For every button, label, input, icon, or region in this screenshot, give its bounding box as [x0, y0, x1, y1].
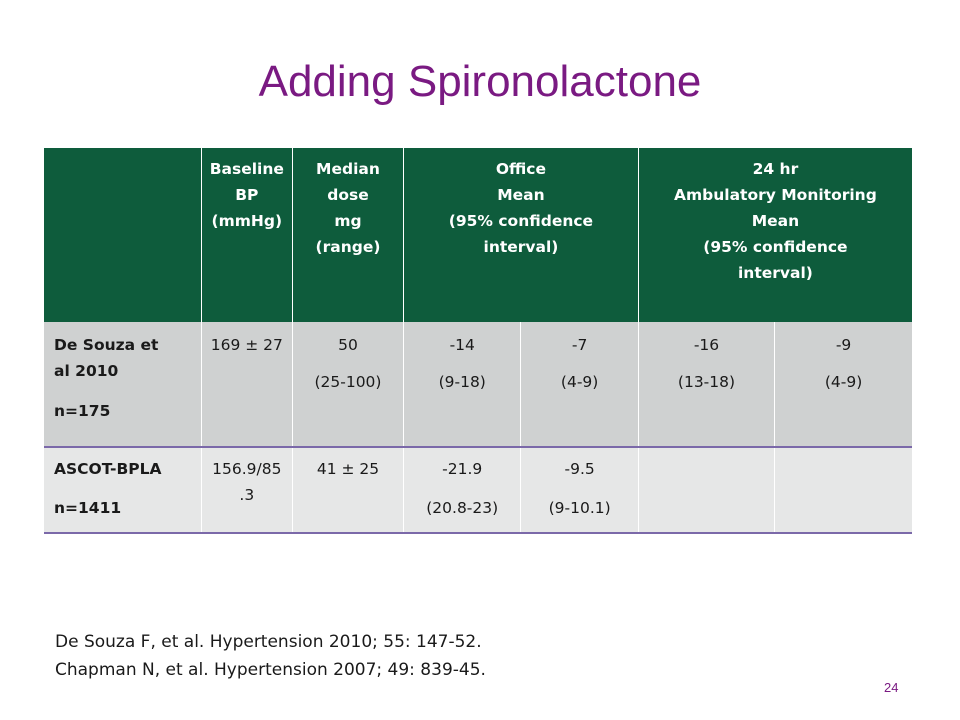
reference-item: Chapman N, et al. Hypertension 2007; 49:… — [55, 660, 486, 680]
header-office-mean: Office Mean (95% confidence interval) — [403, 148, 639, 322]
median-dose-cell: 50 (25-100) — [291, 322, 404, 448]
office-diastolic-cell: -9.5 (9-10.1) — [520, 447, 639, 534]
slide-title: Adding Spironolactone — [258, 57, 702, 106]
baseline-bp-cell: 156.9/85 .3 — [200, 447, 293, 534]
table-header-row: Baseline BP (mmHg) Median dose mg (range… — [44, 148, 912, 322]
ambulatory-systolic-cell: -16 (13-18) — [637, 322, 775, 448]
reference-item: De Souza F, et al. Hypertension 2010; 55… — [55, 632, 482, 652]
study-cell: ASCOT-BPLA n=1411 — [44, 447, 202, 534]
ambulatory-diastolic-cell — [774, 447, 912, 534]
header-study — [44, 148, 202, 322]
ambulatory-systolic-cell — [637, 447, 775, 534]
references: De Souza F, et al. Hypertension 2010; 55… — [55, 628, 486, 684]
study-cell: De Souza et al 2010 n=175 — [44, 322, 202, 448]
results-table: Baseline BP (mmHg) Median dose mg (range… — [44, 148, 912, 534]
header-median-dose: Median dose mg (range) — [291, 148, 404, 322]
header-ambulatory-mean: 24 hr Ambulatory Monitoring Mean (95% co… — [637, 148, 912, 322]
table-row: De Souza et al 2010 n=175 169 ± 27 50 (2… — [44, 322, 912, 448]
page-number: 24 — [884, 680, 899, 695]
office-systolic-cell: -21.9 (20.8-23) — [403, 447, 521, 534]
table-row: ASCOT-BPLA n=1411 156.9/85 .3 41 ± 25 -2… — [44, 447, 912, 534]
median-dose-cell: 41 ± 25 — [291, 447, 404, 534]
baseline-bp-cell: 169 ± 27 — [200, 322, 293, 448]
office-diastolic-cell: -7 (4-9) — [520, 322, 639, 448]
header-baseline-bp: Baseline BP (mmHg) — [200, 148, 293, 322]
office-systolic-cell: -14 (9-18) — [403, 322, 521, 448]
ambulatory-diastolic-cell: -9 (4-9) — [774, 322, 912, 448]
